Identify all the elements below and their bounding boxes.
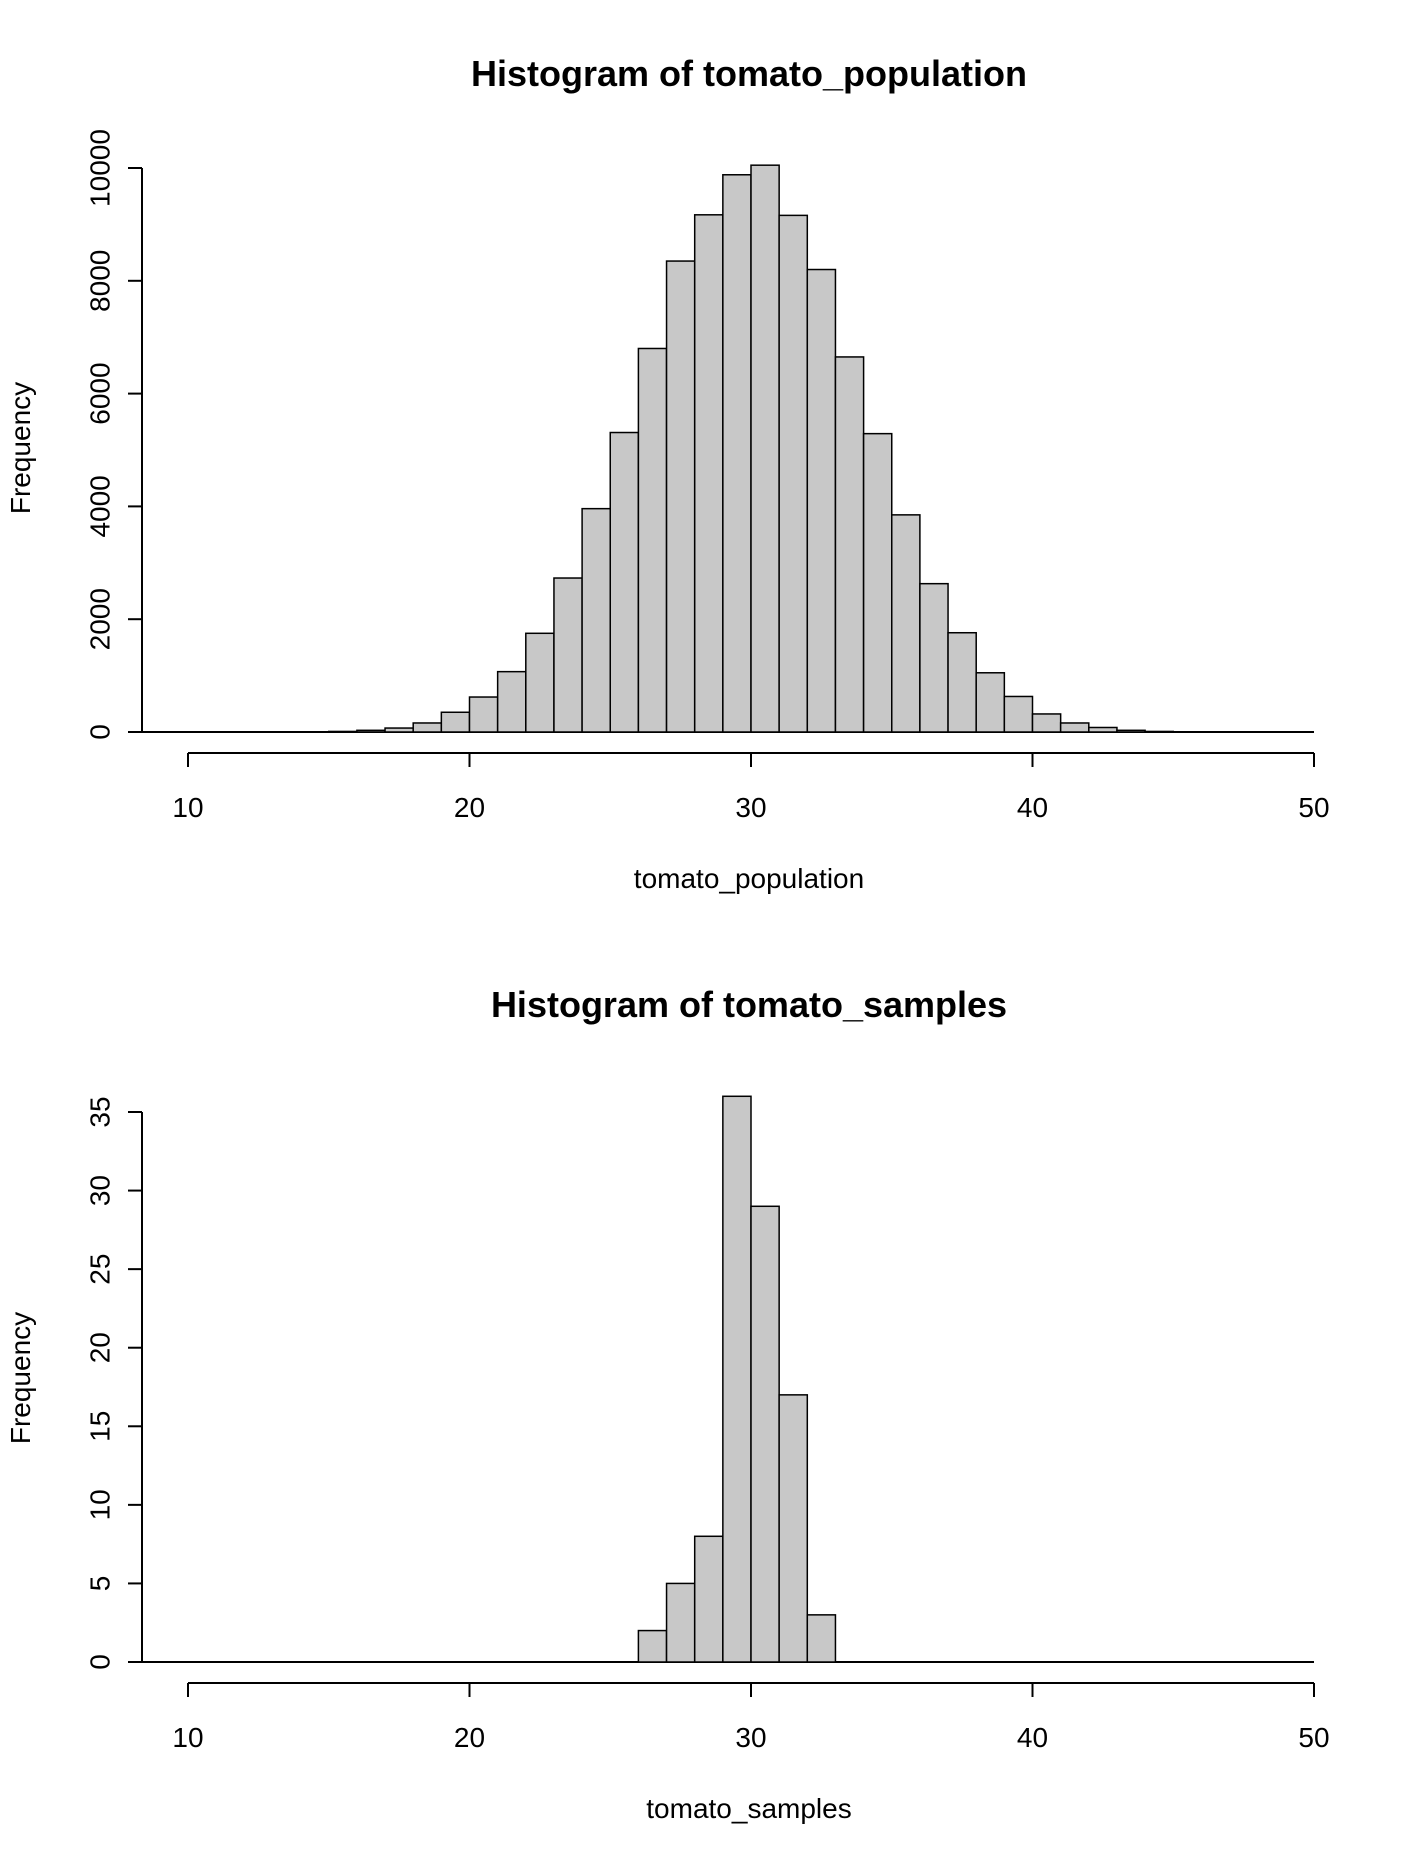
histogram-bar	[581, 507, 611, 733]
chart-title: Histogram of tomato_population	[471, 53, 1027, 94]
y-tick-label: 0	[85, 1654, 116, 1670]
x-tick-label: 20	[454, 792, 485, 823]
x-tick-label: 50	[1298, 1722, 1329, 1753]
histogram-bar	[665, 1582, 696, 1663]
histogram-bar	[440, 711, 471, 733]
histogram-bar	[1031, 713, 1062, 733]
x-tick-label: 40	[1017, 1722, 1048, 1753]
histogram-bar	[412, 722, 443, 733]
histogram-bar	[1116, 729, 1146, 733]
histogram-bar	[834, 356, 865, 733]
histogram-bar	[1003, 695, 1034, 733]
x-tick-label: 10	[172, 1722, 203, 1753]
x-tick-label: 20	[454, 1722, 485, 1753]
x-tick-label: 50	[1298, 792, 1329, 823]
y-tick-label: 20	[85, 1332, 116, 1363]
y-tick-label: 0	[85, 724, 116, 740]
x-tick-label: 10	[172, 792, 203, 823]
histogram-bar	[975, 672, 1006, 733]
histogram-bar	[722, 174, 752, 733]
histogram-bar	[1059, 722, 1090, 733]
y-tick-label: 10	[85, 1489, 116, 1520]
y-tick-label: 5	[85, 1576, 116, 1592]
histogram-bar	[609, 431, 640, 733]
y-axis-label: Frequency	[5, 1312, 36, 1444]
y-tick-label: 25	[85, 1254, 116, 1285]
histogram-bar	[693, 1535, 724, 1663]
x-tick-label: 40	[1017, 792, 1048, 823]
x-axis-label: tomato_samples	[646, 1793, 851, 1824]
x-tick-label: 30	[735, 792, 766, 823]
histogram-bar	[806, 268, 837, 733]
histogram-bar	[637, 1629, 668, 1663]
histogram-tomato-population: Histogram of tomato_population tomato_po…	[5, 53, 1330, 894]
chart-title: Histogram of tomato_samples	[491, 984, 1007, 1025]
histogram-bar	[778, 1394, 809, 1663]
x-axis-label: tomato_population	[634, 863, 864, 894]
histogram-bar	[750, 1205, 780, 1663]
histogram-bar	[384, 727, 414, 733]
y-tick-label: 4000	[85, 475, 116, 537]
y-tick-label: 2000	[85, 588, 116, 650]
y-tick-label: 8000	[85, 250, 116, 312]
histogram-bar	[693, 214, 724, 733]
histogram-tomato-samples: Histogram of tomato_samples tomato_sampl…	[5, 984, 1330, 1824]
y-tick-label: 10000	[85, 129, 116, 207]
histogram-bar	[665, 260, 696, 733]
x-tick-label: 30	[735, 1722, 766, 1753]
histogram-bar	[862, 432, 893, 733]
histogram-bar	[1144, 730, 1174, 733]
y-axis-label: Frequency	[5, 382, 36, 514]
histogram-bar	[328, 730, 358, 733]
histogram-bar	[947, 631, 977, 733]
histogram-bar	[553, 577, 583, 733]
histogram-bar	[637, 347, 668, 733]
histogram-bar	[891, 514, 921, 733]
histogram-bar	[750, 164, 780, 733]
histogram-bar	[356, 729, 386, 733]
histogram-bar	[919, 582, 949, 733]
histogram-bar	[778, 214, 809, 733]
y-tick-label: 6000	[85, 362, 116, 424]
histogram-bar	[1088, 726, 1118, 733]
histogram-bar	[722, 1095, 752, 1663]
histogram-bar	[496, 670, 527, 733]
histogram-bar	[806, 1614, 837, 1663]
histogram-bar	[525, 632, 555, 733]
histogram-bar	[468, 696, 499, 733]
y-tick-label: 35	[85, 1096, 116, 1127]
y-tick-label: 30	[85, 1175, 116, 1206]
y-tick-label: 15	[85, 1411, 116, 1442]
